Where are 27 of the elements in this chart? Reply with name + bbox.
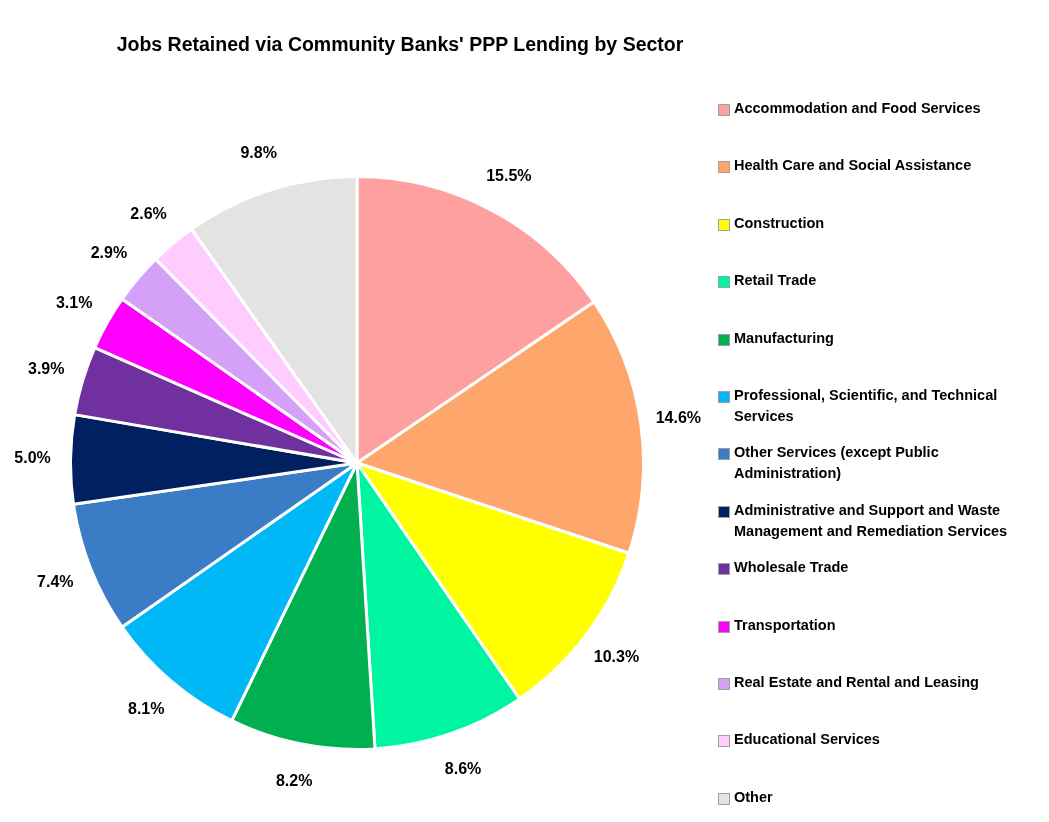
data-label: 10.3%: [593, 648, 640, 666]
legend-label: Wholesale Trade: [734, 558, 849, 578]
data-label: 9.8%: [240, 144, 277, 162]
data-label: 15.5%: [486, 166, 532, 184]
data-label: 8.1%: [128, 700, 165, 718]
data-label: 8.2%: [275, 771, 313, 789]
legend-label: Health Care and Social Assistance: [734, 156, 972, 176]
data-label: 7.4%: [37, 572, 74, 590]
legend-label: Manufacturing: [734, 328, 834, 348]
legend-label: Other: [734, 787, 773, 807]
chart-title: Jobs Retained via Community Banks' PPP Lending by Sector: [115, 33, 685, 56]
legend-label: Administrative and Support and Waste Management and Remediation Services: [734, 500, 1009, 541]
data-label: 3.9%: [28, 359, 65, 377]
legend-label: Real Estate and Rental and Leasing: [734, 673, 979, 692]
legend-label: Educational Services: [734, 730, 880, 750]
legend-label: Accommodation and Food Services: [734, 99, 981, 118]
legend-label: Retail Trade: [734, 271, 817, 291]
data-label: 14.6%: [655, 408, 702, 426]
data-label: 3.1%: [55, 294, 93, 312]
data-label: 5.0%: [14, 449, 51, 467]
legend-label: Professional, Scientific, and Technical Services: [734, 386, 999, 426]
data-label: 2.6%: [130, 204, 167, 222]
legend-label: Construction: [734, 213, 825, 233]
data-label: 2.9%: [90, 244, 128, 262]
legend-label: Other Services (except Public Administration): [734, 443, 940, 484]
legend-label: Transportation: [734, 615, 836, 635]
data-label: 8.6%: [444, 760, 482, 778]
